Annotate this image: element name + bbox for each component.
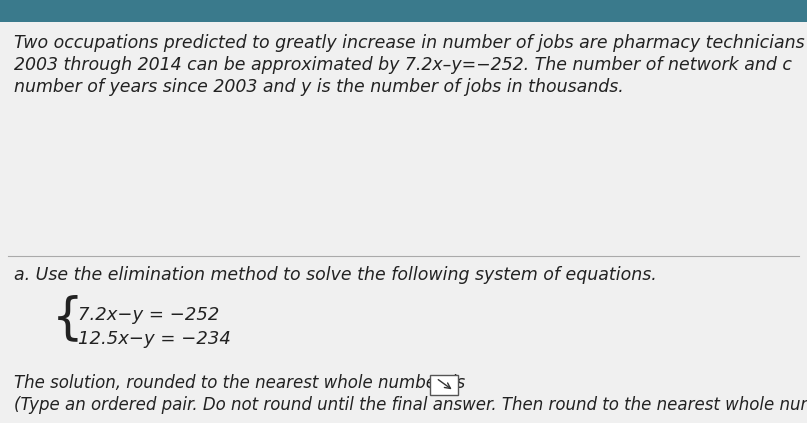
- Text: 7.2x−y = −252: 7.2x−y = −252: [78, 306, 220, 324]
- Text: number of years since 2003 and y is the number of jobs in thousands.: number of years since 2003 and y is the …: [14, 78, 624, 96]
- Text: (Type an ordered pair. Do not round until the final answer. Then round to the ne: (Type an ordered pair. Do not round unti…: [14, 396, 807, 414]
- Text: {: {: [52, 294, 84, 342]
- Bar: [430, 375, 458, 395]
- Bar: [0, 0, 807, 22]
- Text: 12.5x−y = −234: 12.5x−y = −234: [78, 330, 231, 348]
- Text: The solution, rounded to the nearest whole number, is: The solution, rounded to the nearest who…: [14, 374, 465, 392]
- Text: Two occupations predicted to greatly increase in number of jobs are pharmacy tec: Two occupations predicted to greatly inc…: [14, 34, 805, 52]
- Text: 2003 through 2014 can be approximated by 7.2x–y=−252. The number of network and : 2003 through 2014 can be approximated by…: [14, 56, 792, 74]
- Text: a. Use the elimination method to solve the following system of equations.: a. Use the elimination method to solve t…: [14, 266, 657, 284]
